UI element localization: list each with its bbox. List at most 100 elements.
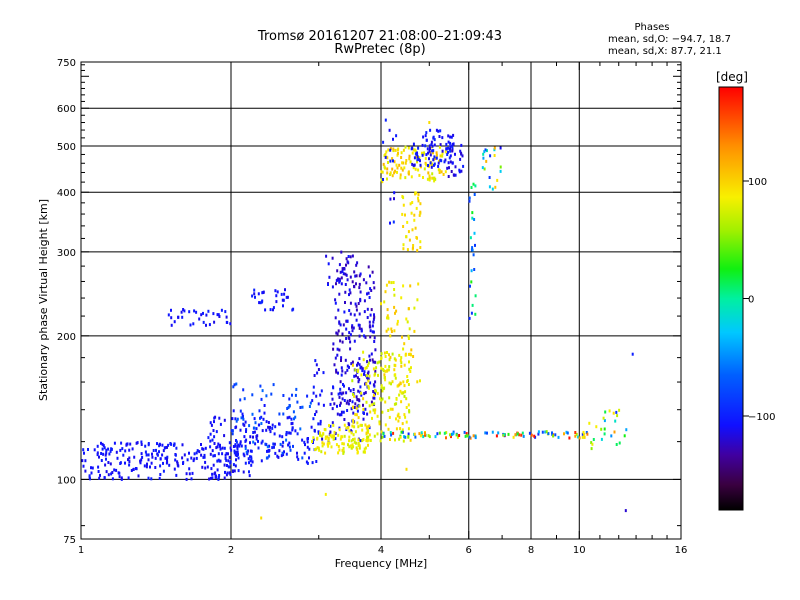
data-point: [335, 370, 338, 374]
data-point: [173, 320, 176, 324]
data-point: [188, 472, 191, 476]
data-point: [389, 173, 392, 176]
data-point: [263, 404, 266, 407]
data-point: [440, 159, 443, 163]
data-point: [373, 434, 376, 438]
data-point: [449, 160, 452, 164]
data-point: [122, 453, 125, 457]
data-point: [140, 458, 143, 462]
data-point: [346, 368, 349, 372]
data-point: [292, 410, 295, 414]
data-point: [443, 431, 446, 435]
data-point: [451, 149, 454, 153]
data-point: [430, 140, 433, 144]
data-point: [338, 426, 341, 430]
data-point: [348, 435, 351, 439]
data-point: [224, 310, 227, 314]
data-point: [273, 432, 276, 436]
data-point: [351, 443, 354, 447]
data-point: [226, 321, 229, 324]
data-point: [291, 393, 293, 397]
data-point: [104, 453, 107, 457]
data-point: [351, 400, 354, 404]
data-point: [360, 391, 363, 395]
data-point: [470, 186, 473, 189]
data-point: [205, 323, 207, 327]
data-point: [416, 158, 419, 162]
data-point: [352, 392, 354, 396]
data-point: [370, 289, 373, 292]
data-point: [294, 393, 297, 397]
data-point: [363, 370, 366, 374]
data-point: [355, 308, 358, 312]
data-point: [392, 281, 395, 284]
data-point: [159, 473, 162, 476]
data-point: [384, 166, 386, 170]
data-point: [459, 149, 462, 153]
data-point: [336, 404, 338, 408]
data-point: [176, 463, 179, 467]
data-point: [349, 333, 352, 337]
data-point: [520, 433, 523, 437]
data-point: [342, 446, 345, 450]
data-point: [200, 443, 202, 446]
data-point: [424, 144, 427, 148]
data-point: [183, 309, 186, 313]
data-point: [149, 465, 151, 469]
y-axis-label: Stationary phase Virtual Height [km]: [37, 199, 50, 401]
data-point: [236, 417, 239, 421]
data-point: [355, 406, 358, 410]
data-point: [384, 400, 387, 404]
data-point: [396, 153, 399, 157]
data-point: [286, 416, 289, 420]
data-point: [407, 230, 410, 234]
data-point: [359, 439, 362, 443]
data-point: [377, 373, 379, 377]
data-point: [306, 440, 309, 444]
data-point: [174, 458, 177, 462]
chart-title: Tromsø 20161207 21:08:00–21:09:43: [257, 29, 502, 44]
data-point: [435, 128, 438, 132]
data-point: [415, 236, 418, 239]
data-point: [481, 166, 484, 170]
data-point: [404, 390, 407, 394]
data-point: [269, 308, 272, 312]
data-point: [419, 210, 422, 214]
data-point: [285, 433, 288, 437]
data-point: [348, 293, 350, 297]
data-point: [257, 439, 259, 443]
data-point: [366, 307, 369, 311]
data-point: [288, 431, 291, 435]
data-point: [324, 437, 327, 440]
data-point: [357, 444, 360, 448]
data-point: [388, 280, 391, 284]
data-point: [386, 308, 389, 312]
data-point: [356, 398, 359, 402]
data-point: [273, 442, 276, 446]
data-point: [418, 156, 421, 160]
data-point: [281, 444, 284, 448]
data-point: [373, 340, 376, 343]
data-point: [339, 323, 342, 327]
data-point: [363, 392, 366, 396]
data-point: [348, 387, 350, 391]
data-point: [384, 378, 387, 382]
data-point: [427, 151, 429, 155]
data-point: [146, 462, 148, 466]
data-point: [219, 447, 222, 451]
data-point: [355, 374, 357, 378]
data-point: [417, 282, 420, 286]
data-point: [345, 401, 348, 405]
data-point: [191, 471, 194, 475]
data-point: [362, 403, 364, 407]
data-point: [367, 291, 370, 295]
data-point: [442, 173, 445, 176]
data-point: [346, 319, 349, 323]
data-point: [421, 143, 424, 147]
data-point: [341, 267, 344, 271]
data-point: [363, 447, 366, 451]
data-point: [334, 437, 337, 441]
data-point: [415, 155, 418, 159]
data-point: [229, 446, 232, 450]
data-point: [473, 218, 476, 221]
